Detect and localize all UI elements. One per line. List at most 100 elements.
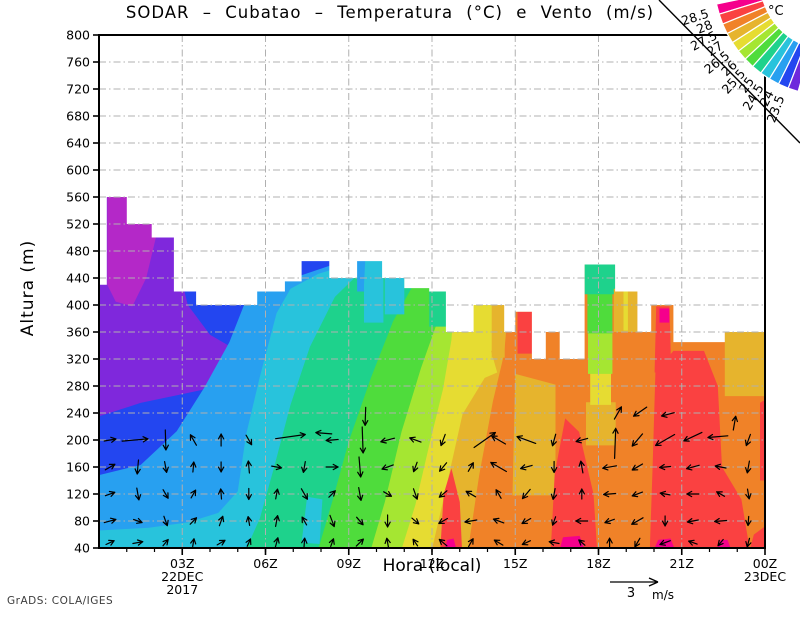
y-tick-label: 160 [66,459,90,474]
wind-vector [491,435,507,445]
y-tick-label: 480 [66,243,90,258]
wind-vector [300,488,308,500]
wind-vector [659,490,671,498]
legend-tick-label: 28 [694,17,714,37]
temp-pocket-red [750,526,765,548]
x-tick-sublabel: 23DEC [744,569,786,584]
wind-vector [356,516,364,526]
temp-pocket-pink [560,535,585,548]
wind-vector [245,538,252,547]
temp-pocket-spring [429,288,448,327]
y-tick-label: 720 [66,81,90,96]
wind-vector [132,539,144,546]
wind-vector [686,464,700,471]
wind-scale-arrow [610,577,659,587]
wind-vector [631,517,644,525]
temp-pocket-azure [357,257,366,292]
y-tick-label: 400 [66,297,90,312]
wind-vector [190,538,197,548]
legend-unit-label: °C [768,4,784,19]
temp-pocket-cyan [384,273,405,315]
wind-vector [686,490,700,498]
x-tick-label: 06Z [253,556,277,571]
wind-vector [516,435,537,444]
wind-vector [495,489,502,499]
wind-vector [218,515,225,527]
wind-vector [634,537,641,548]
y-tick-label: 520 [66,216,90,231]
temp-pocket-yellow [623,291,628,331]
wind-vector [631,491,644,498]
y-tick-label: 280 [66,378,90,393]
wind-vector [548,539,560,546]
wind-vector [273,537,280,548]
wind-vector [714,517,728,525]
wind-vector [521,539,531,546]
wind-vector [412,538,419,547]
temp-pocket-red [550,418,598,548]
legend-divider-line [658,0,800,144]
wind-vector [603,490,617,498]
wind-vector [275,432,306,440]
wind-vector [103,436,117,443]
wind-vector [745,460,752,474]
wind-vector [683,431,703,442]
y-tick-label: 80 [74,513,90,528]
wind-scale-unit: m/s [652,588,674,602]
wind-vector [412,488,419,500]
wind-vector [659,463,672,471]
wind-vector [716,491,726,497]
wind-vector [613,406,622,420]
y-tick-label: 800 [66,27,90,42]
wind-vector [575,517,589,525]
temp-pocket-pink [444,538,457,548]
wind-vector [659,539,671,546]
temp-pocket-amber [724,330,765,397]
wind-vector [162,489,169,499]
wind-vector [631,463,644,471]
wind-vector [731,415,738,431]
y-tick-label: 600 [66,162,90,177]
x-axis-title: Hora (local) [382,556,482,576]
wind-vector [550,488,558,500]
wind-vector [325,463,339,471]
temp-pocket-red [649,350,750,548]
wind-vector [606,537,613,548]
wind-vector [273,488,280,500]
temp-pocket-red [654,306,672,373]
wind-vector [578,488,585,500]
wind-vector [217,433,225,447]
wind-vector [707,433,729,441]
temp-pocket-yellow [590,371,611,405]
x-tick-label: 03Z [170,556,194,571]
wind-vector [411,517,420,525]
y-tick-label: 680 [66,108,90,123]
wind-vector [217,488,225,500]
x-tick-label: 15Z [503,556,527,571]
wind-vector [104,463,116,471]
wind-vector [467,462,474,472]
wind-vector [438,517,448,525]
x-tick-label: 21Z [670,556,694,571]
wind-vector [315,429,333,437]
wind-vector [162,515,169,527]
y-tick-label: 200 [66,432,90,447]
wind-vector [604,518,615,525]
wind-vector [521,488,531,500]
wind-vector [328,538,335,547]
wind-vector [745,515,752,527]
temp-pocket-red [517,311,532,354]
wind-vector [103,517,117,524]
wind-vector [301,516,308,526]
y-tick-label: 360 [66,324,90,339]
y-tick-label: 640 [66,135,90,150]
wind-vector [714,463,727,470]
wind-vector [190,461,197,473]
wind-vector [717,538,724,547]
x-tick-label: 09Z [337,556,361,571]
wind-vector [245,434,253,446]
wind-vector [493,539,504,546]
